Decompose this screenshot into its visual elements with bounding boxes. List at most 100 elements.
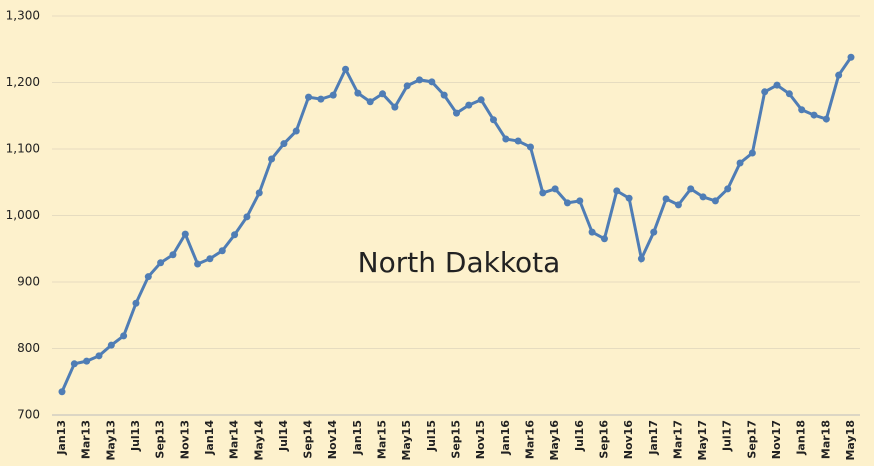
data-point (206, 255, 214, 263)
x-tick-label: Jul14 (277, 420, 290, 452)
data-point (305, 93, 313, 101)
x-tick-label: May14 (252, 420, 265, 461)
data-point (243, 213, 251, 221)
x-tick-label: Mar16 (523, 420, 536, 459)
data-point (194, 260, 202, 268)
data-point (699, 193, 707, 201)
data-point (761, 88, 769, 96)
x-tick-label: Nov15 (474, 420, 487, 459)
x-tick-label: Jan15 (351, 420, 364, 456)
data-point (83, 357, 91, 365)
y-tick-label: 900 (17, 275, 40, 289)
data-point (748, 149, 756, 157)
y-tick-label: 800 (17, 341, 40, 355)
x-tick-label: Sep15 (450, 420, 463, 459)
data-point (810, 111, 818, 119)
x-tick-label: Nov16 (622, 420, 635, 460)
y-tick-label: 1,300 (6, 9, 40, 23)
x-tick-label: Sep13 (154, 420, 167, 459)
data-point (169, 251, 177, 259)
x-tick-label: Mar14 (228, 420, 241, 459)
x-tick-label: May13 (104, 420, 117, 461)
data-point (847, 53, 855, 61)
data-point (773, 81, 781, 89)
x-tick-label: Jan14 (203, 420, 216, 456)
x-tick-label: Nov14 (326, 420, 339, 460)
x-tick-label: Jan16 (499, 420, 512, 456)
data-point (613, 187, 621, 195)
data-point (526, 143, 534, 151)
data-point (502, 135, 510, 143)
data-point (662, 195, 670, 203)
data-point (465, 101, 473, 109)
data-point (70, 360, 78, 368)
x-tick-label: Jan18 (795, 420, 808, 456)
data-point (539, 189, 547, 197)
y-tick-label: 1,200 (6, 75, 40, 89)
x-tick-label: Jul13 (129, 420, 142, 452)
data-point (157, 259, 165, 267)
data-point (576, 197, 584, 205)
data-point (588, 228, 596, 236)
y-tick-label: 1,000 (6, 208, 40, 222)
data-point (798, 106, 806, 114)
data-point (453, 109, 460, 117)
data-point (428, 78, 436, 86)
x-tick-label: Nov17 (770, 420, 783, 459)
data-point (379, 90, 387, 98)
data-point (736, 159, 744, 167)
data-point (687, 185, 695, 193)
data-point (835, 71, 843, 79)
data-point (354, 89, 362, 97)
x-tick-label: Jul15 (425, 420, 438, 452)
data-point (637, 255, 645, 263)
x-tick-label: Mar13 (80, 420, 93, 459)
data-point (391, 103, 399, 111)
data-point (280, 140, 288, 148)
data-point (724, 185, 732, 193)
data-point (95, 352, 103, 360)
x-tick-label: Sep14 (302, 420, 315, 459)
data-point (107, 341, 115, 349)
data-point (317, 95, 325, 103)
x-tick-label: Mar18 (819, 420, 832, 459)
data-point (329, 91, 337, 99)
data-point (366, 98, 374, 106)
x-tick-label: Mar17 (671, 420, 684, 459)
data-point (416, 76, 424, 84)
x-tick-label: Sep16 (597, 420, 610, 459)
data-point (181, 230, 189, 238)
x-tick-label: Jul16 (573, 420, 586, 452)
data-point (650, 228, 658, 236)
data-point (440, 91, 448, 99)
x-tick-label: May17 (696, 420, 709, 461)
data-point (822, 115, 830, 123)
data-point (600, 235, 608, 243)
x-tick-label: Jan13 (55, 420, 68, 456)
x-tick-label: May15 (400, 420, 413, 461)
data-point (674, 201, 682, 209)
x-tick-label: Sep17 (745, 420, 758, 459)
x-tick-label: Mar15 (376, 420, 389, 459)
data-point (711, 197, 719, 205)
data-point (489, 116, 497, 124)
data-point (342, 65, 350, 73)
data-point (514, 137, 522, 145)
data-point (231, 231, 239, 239)
x-tick-label: Jul17 (721, 420, 734, 452)
y-tick-label: 700 (17, 408, 40, 422)
data-point (120, 332, 128, 340)
y-tick-label: 1,100 (6, 142, 40, 156)
data-point (625, 194, 633, 202)
x-tick-label: Jan17 (647, 420, 660, 456)
data-point (292, 127, 300, 135)
data-point (58, 388, 66, 396)
data-point (403, 82, 411, 90)
data-point (144, 273, 152, 281)
x-tick-label: Nov13 (178, 420, 191, 459)
data-point (785, 90, 793, 98)
chart-title: North Dakkota (358, 246, 561, 279)
x-tick-label: May18 (844, 420, 857, 461)
